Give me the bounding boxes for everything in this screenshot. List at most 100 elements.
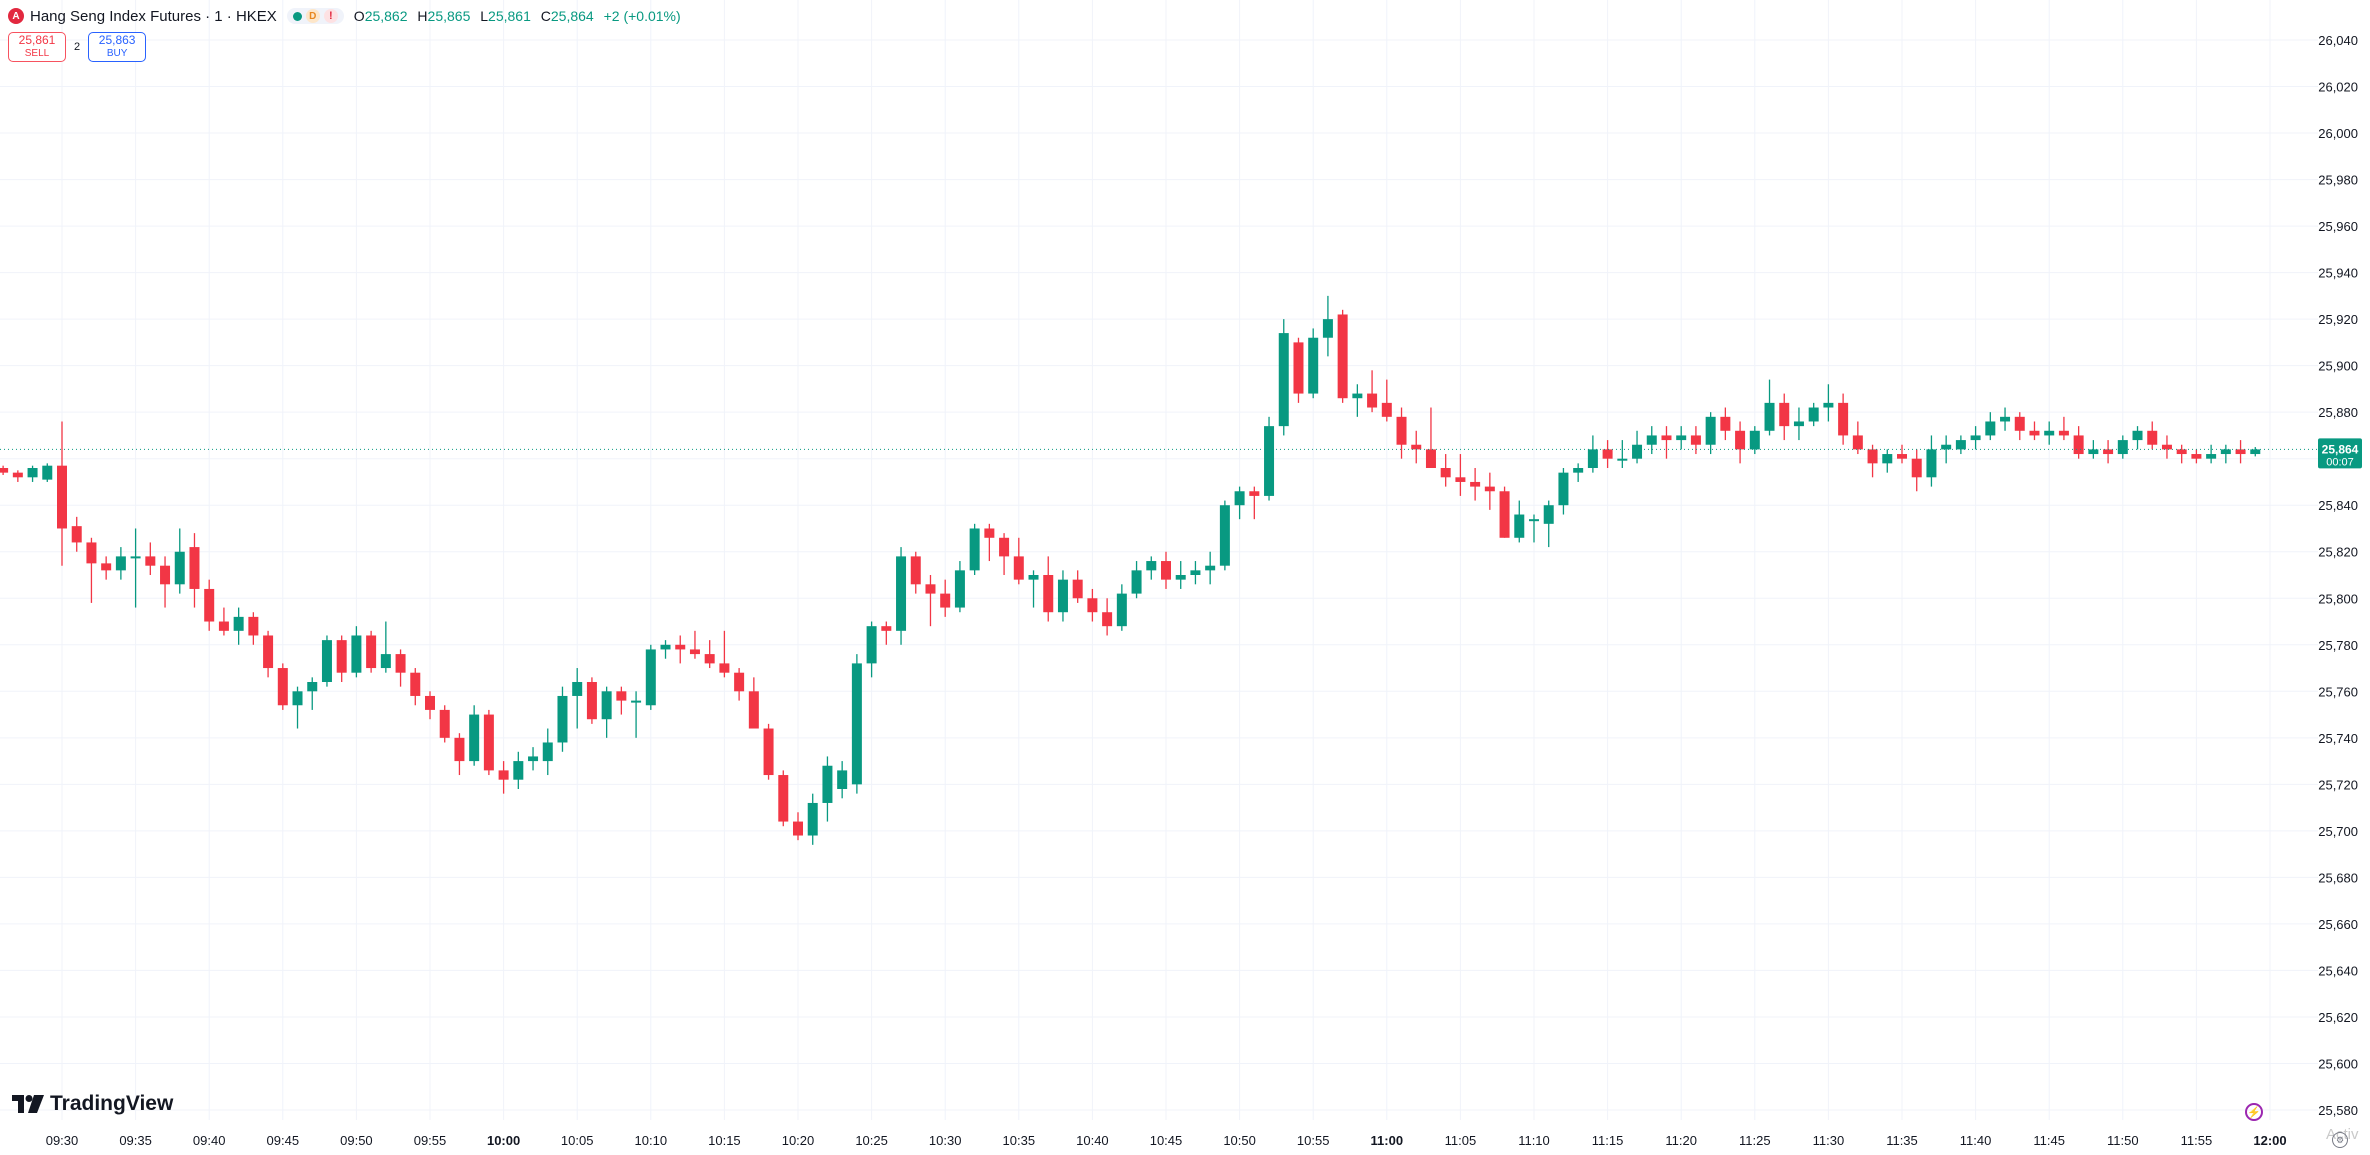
candle-up [1587, 435, 1598, 473]
time-tick-label: 11:55 [2181, 1133, 2213, 1148]
close-value: 25,864 [550, 8, 594, 24]
candle-up [1749, 426, 1760, 455]
lightning-icon[interactable]: ⚡ [2245, 1103, 2263, 1121]
candle-body [528, 756, 539, 762]
candle-up [292, 686, 303, 729]
change-value: +2 (+0.01%) [603, 8, 681, 24]
candle-body [71, 526, 82, 543]
time-tick-label: 09:30 [46, 1133, 79, 1148]
candle-down [218, 607, 229, 636]
candle-up [1278, 319, 1289, 436]
candle-body [248, 616, 259, 636]
candle-up [2250, 447, 2261, 457]
price-tick-label: 25,600 [2318, 1056, 2358, 1071]
candle-body [793, 821, 803, 836]
time-tick-label: 10:20 [782, 1133, 815, 1148]
candle-down [675, 635, 686, 664]
candle-up [27, 465, 38, 482]
candle-body [1293, 342, 1304, 394]
time-tick-label: 10:00 [487, 1133, 520, 1148]
tradingview-logo[interactable]: TradingView [12, 1092, 173, 1116]
candle-body [1764, 402, 1775, 431]
time-tick-label: 10:50 [1223, 1133, 1256, 1148]
buy-label: BUY [106, 48, 128, 59]
candle-body [1072, 579, 1083, 599]
candle-up [1970, 426, 1981, 450]
candle-down [1381, 379, 1392, 422]
candle-up [645, 644, 656, 710]
candle-down [1838, 393, 1849, 445]
price-tick-label: 25,900 [2318, 359, 2358, 374]
candle-down [2103, 440, 2114, 464]
time-tick-label: 09:45 [267, 1133, 300, 1148]
price-tick-label: 25,980 [2318, 173, 2358, 188]
candle-body [1852, 435, 1863, 450]
candle-up [1646, 426, 1657, 455]
candle-body [1205, 565, 1216, 571]
candle-body [1308, 337, 1319, 394]
market-open-icon [292, 11, 302, 21]
candle-down [189, 533, 200, 608]
candle-down [454, 733, 465, 776]
candle-down [1911, 449, 1922, 492]
candle-body [321, 640, 332, 682]
candle-down [71, 516, 82, 552]
candle-up [1632, 430, 1643, 464]
status-pill[interactable]: D ! [286, 8, 344, 24]
candle-body [263, 635, 274, 669]
candle-down [425, 691, 435, 720]
candle-body [1440, 468, 1451, 478]
time-tick-label: 11:45 [2033, 1133, 2065, 1148]
candle-up [2206, 444, 2217, 464]
candle-up [1793, 407, 1804, 441]
candle-body [734, 672, 745, 692]
candle-up [469, 705, 480, 766]
candle-body [1587, 449, 1598, 468]
candle-down [2191, 449, 2202, 464]
buy-button[interactable]: 25,863 BUY [88, 32, 147, 62]
candle-body [542, 742, 553, 762]
candle-body [1425, 449, 1436, 468]
price-tick-label: 25,740 [2318, 731, 2358, 746]
order-quantity[interactable]: 2 [74, 41, 81, 53]
time-tick-label: 10:25 [855, 1133, 888, 1148]
symbol-legend: A Hang Seng Index Futures · 1 · HKEX D !… [8, 6, 681, 26]
candle-down [1013, 537, 1024, 585]
candle-down [704, 640, 715, 669]
time-tick-label: 11:40 [1960, 1133, 1992, 1148]
candle-down [2147, 421, 2158, 450]
price-tick-label: 25,800 [2318, 591, 2358, 606]
candle-body [1234, 491, 1245, 506]
candle-up [1573, 463, 1584, 482]
candle-down [1484, 472, 1495, 510]
candle-body [1396, 416, 1407, 445]
candle-body [1955, 440, 1966, 450]
candle-body [425, 695, 435, 710]
time-axis[interactable]: 09:30 09:35 09:40 09:45 09:50 09:55 10:00 10:05… [46, 1133, 2287, 1148]
candle-body [984, 528, 995, 538]
candle-body [1617, 458, 1628, 461]
symbol-title[interactable]: Hang Seng Index Futures · 1 · HKEX [30, 7, 277, 25]
sell-price: 25,861 [18, 33, 56, 47]
price-axis[interactable]: 25,580 25,600 25,620 25,640 25,660 25,680 25,7… [2318, 33, 2362, 1118]
candle-up [1116, 584, 1127, 631]
candle-down [12, 470, 23, 482]
candle-body [1381, 402, 1392, 417]
candle-body [2147, 430, 2158, 445]
time-tick-label: 11:05 [1445, 1133, 1477, 1148]
candle-body [2176, 449, 2187, 455]
candle-body [2191, 454, 2202, 459]
candle-body [1749, 430, 1760, 450]
tradingview-logo-icon [12, 1095, 44, 1113]
candle-body [1470, 481, 1481, 487]
candle-up [631, 691, 642, 738]
settings-gear-icon[interactable]: ⚙ [2332, 1132, 2348, 1148]
candle-down [778, 770, 789, 827]
time-tick-label: 09:40 [193, 1133, 226, 1148]
candle-body [954, 570, 965, 608]
brand-name: TradingView [50, 1092, 174, 1115]
candle-down [248, 612, 259, 645]
warning-icon: ! [323, 9, 338, 23]
sell-button[interactable]: 25,861 SELL [8, 32, 66, 62]
